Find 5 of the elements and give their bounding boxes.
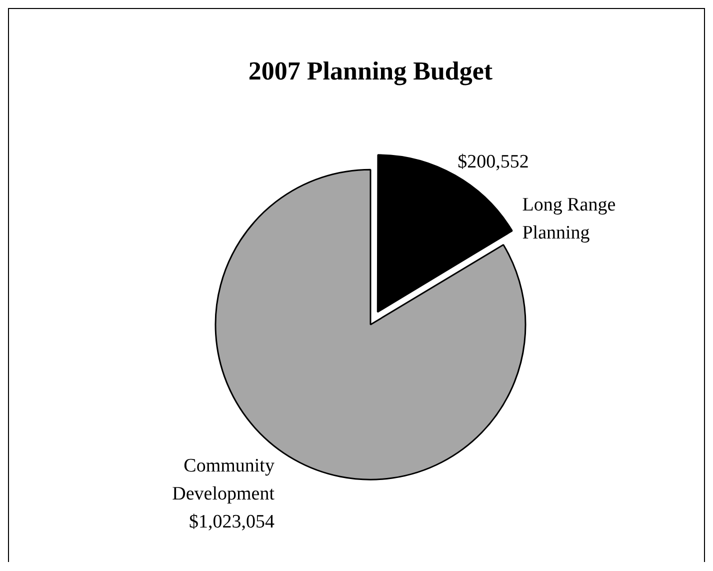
slice-label: Community Development — [172, 455, 276, 504]
chart-title: 2007 Planning Budget — [248, 56, 493, 86]
slice-label: Long Range Planning — [522, 194, 616, 244]
data-label: $200,552 — [458, 152, 529, 173]
data-label: $1,023,054 — [188, 511, 275, 532]
